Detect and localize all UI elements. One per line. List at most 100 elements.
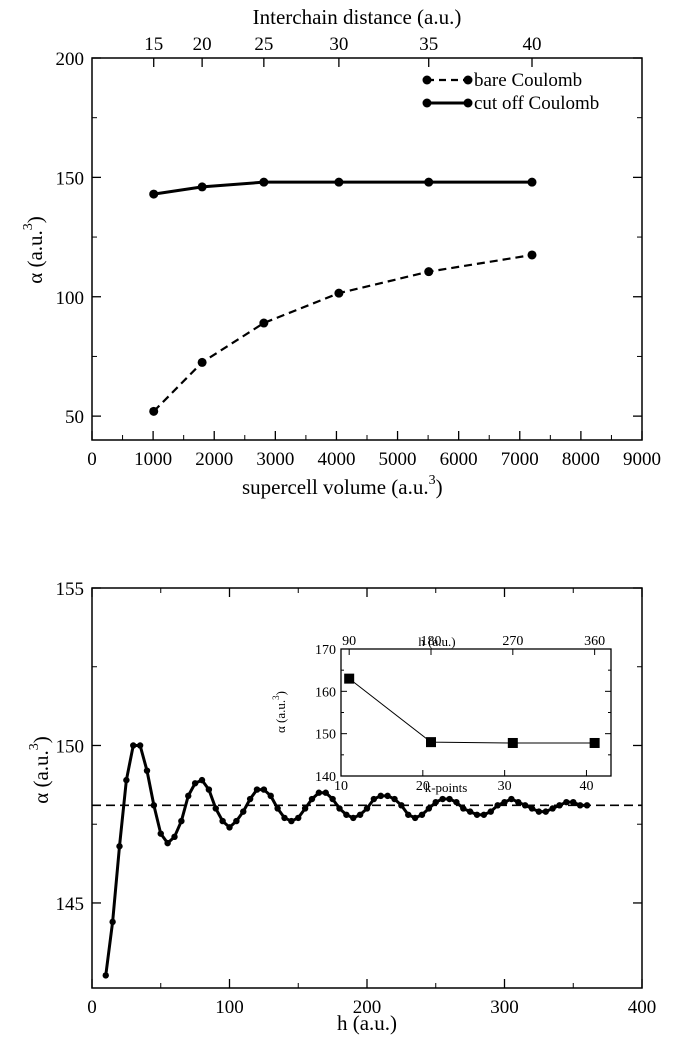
- data-point: [143, 767, 151, 774]
- legend-marker: [422, 98, 432, 108]
- top-tick-label: 20: [193, 34, 212, 55]
- data-point: [136, 742, 144, 749]
- data-point: [453, 798, 460, 806]
- series-group: [149, 177, 537, 416]
- series-group: [92, 742, 642, 979]
- top-tick-label: 30: [329, 34, 348, 55]
- data-point: [109, 918, 116, 926]
- series-line-bare-coulomb: [152, 253, 533, 413]
- chart-supercell-volume: 0 1000 2000 3000 4000 5000 6000 7000 8000 9000 50…: [21, 5, 661, 499]
- data-point: [424, 177, 434, 187]
- y-tick-label: 200: [56, 49, 85, 70]
- data-point: [246, 795, 254, 803]
- plot-frame: [91, 587, 643, 989]
- data-point: [549, 805, 556, 812]
- data-point: [240, 808, 247, 815]
- legend-marker: [422, 75, 432, 85]
- data-point: [494, 802, 501, 809]
- data-point: [356, 811, 364, 818]
- inset-data-point: [426, 737, 436, 748]
- data-point: [576, 802, 584, 809]
- data-point: [171, 833, 178, 841]
- y-axis-label: α (a.u.3): [21, 216, 47, 284]
- inset-data-point: [344, 673, 355, 684]
- series-group: [344, 673, 600, 748]
- y-tick-label: 155: [56, 579, 85, 600]
- legend-label-bare: bare Coulomb: [474, 70, 582, 91]
- x-tick-label: 300: [490, 997, 519, 1018]
- top-tick-label: 360: [584, 634, 605, 649]
- y-tick-labels: 50 100 150 200: [56, 49, 85, 428]
- tick-marks: [340, 648, 611, 777]
- data-point: [439, 795, 446, 803]
- data-point: [424, 267, 434, 277]
- x-tick-label: 20: [416, 779, 430, 794]
- inset-frame: [340, 648, 612, 777]
- data-point: [315, 789, 323, 796]
- y-axis-label: α (a.u.3): [27, 736, 53, 804]
- chart-h-dependence: 0 100 200 300 400 145 150 155 h (a.u.) α (a.u.…: [27, 579, 656, 1035]
- data-point: [197, 182, 207, 192]
- data-point: [150, 802, 158, 809]
- legend-marker: [463, 75, 473, 85]
- data-point: [130, 742, 137, 749]
- data-point: [259, 318, 269, 328]
- x-tick-label: 1000: [134, 449, 172, 470]
- data-point: [343, 811, 350, 818]
- y-tick-label: 170: [315, 643, 336, 658]
- data-point: [418, 811, 426, 818]
- data-point: [164, 839, 171, 847]
- data-point: [197, 357, 207, 367]
- legend-marker: [463, 98, 473, 108]
- data-point: [466, 808, 474, 815]
- y-tick-label: 140: [315, 770, 336, 785]
- top-tick-label: 15: [144, 34, 163, 55]
- data-point: [583, 802, 591, 809]
- legend: bare Coulomb cut off Coulomb: [422, 70, 599, 114]
- data-point: [527, 177, 537, 187]
- plot-frame: [91, 57, 643, 441]
- data-point: [487, 808, 494, 815]
- data-point: [157, 830, 164, 837]
- inset-data-point: [507, 737, 518, 748]
- data-point: [405, 811, 412, 818]
- data-point: [123, 776, 130, 784]
- x-tick-label: 30: [498, 779, 512, 794]
- data-point: [329, 795, 336, 803]
- x-tick-label: 100: [215, 997, 244, 1018]
- data-point: [473, 811, 481, 818]
- x-tick-label: 40: [579, 779, 593, 794]
- tick-marks: [91, 587, 643, 988]
- x-tick-label: 5000: [379, 449, 417, 470]
- data-point: [446, 795, 453, 803]
- data-point: [198, 776, 206, 784]
- x-axis-label: supercell volume (a.u.3): [242, 473, 443, 499]
- inset-chart: 10 20 30 40 140 150 160 170 90 180 270 360 h (a.u…: [271, 634, 612, 795]
- data-point: [288, 817, 295, 825]
- y-tick-label: 100: [56, 288, 85, 309]
- x-tick-label: 7000: [501, 449, 539, 470]
- tick-marks: [91, 57, 643, 440]
- data-point: [295, 814, 302, 822]
- top-tick-label: 25: [254, 34, 273, 55]
- x-tick-labels: 0 1000 2000 3000 4000 5000 6000 7000 8000 9000: [87, 449, 661, 470]
- x-tick-label: 400: [628, 997, 657, 1018]
- x-tick-label: 4000: [317, 449, 355, 470]
- top-tick-label: 35: [419, 34, 438, 55]
- x-tick-labels: 0 100 200 300 400: [87, 997, 656, 1018]
- data-point: [515, 798, 522, 806]
- data-point: [253, 786, 261, 793]
- data-point: [501, 798, 508, 806]
- data-point: [267, 792, 274, 800]
- data-point: [425, 805, 433, 812]
- x-axis-label: h (a.u.): [337, 1011, 397, 1035]
- inset-data-point: [589, 737, 600, 748]
- top-axis-label: Interchain distance (a.u.): [253, 5, 462, 29]
- legend-entry-bare-coulomb: bare Coulomb: [422, 70, 582, 91]
- data-point: [149, 406, 159, 416]
- x-tick-label: 10: [334, 779, 348, 794]
- data-point: [363, 805, 371, 812]
- data-point: [563, 798, 570, 806]
- x-tick-label: 0: [87, 997, 97, 1018]
